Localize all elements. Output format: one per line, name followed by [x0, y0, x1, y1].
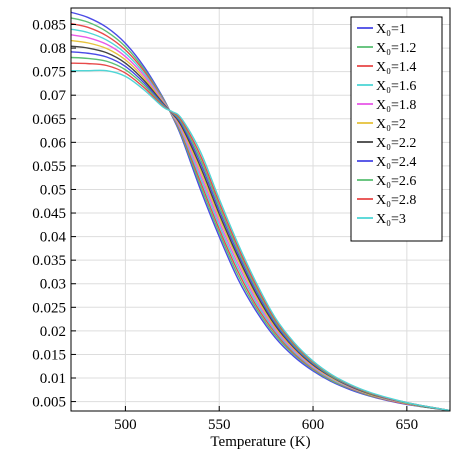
legend-label: X₀=2.4	[376, 155, 416, 170]
y-tick-label: 0.06	[40, 135, 67, 151]
legend-label: X₀=1	[376, 22, 406, 37]
y-tick-label: 0.085	[32, 17, 66, 33]
y-tick-label: 0.055	[32, 159, 66, 175]
y-tick-label: 0.01	[40, 371, 66, 387]
legend-label: X₀=1.2	[376, 41, 416, 56]
y-tick-label: 0.065	[32, 112, 66, 128]
y-tick-label: 0.07	[40, 88, 67, 104]
legend-label: X₀=2.2	[376, 136, 416, 151]
y-tick-label: 0.005	[32, 395, 66, 411]
series-lines	[70, 11, 451, 412]
y-tick-label: 0.04	[40, 230, 67, 246]
y-tick-label: 0.045	[32, 206, 66, 222]
legend-box	[350, 16, 443, 242]
y-tick-label: 0.015	[32, 347, 66, 363]
legend-label: X₀=1.8	[376, 98, 416, 113]
y-tick-label: 0.08	[40, 41, 66, 57]
legend-label: X₀=3	[376, 212, 406, 227]
x-tick-label: 650	[396, 417, 419, 433]
legend: X₀=1 X₀=1.2 X₀=1.4 X₀=1.6 X₀=1.8 X₀=2 X₀=2.2 X₀…	[350, 16, 443, 242]
y-tick-label: 0.02	[40, 324, 66, 340]
y-tick-label: 0.05	[40, 182, 66, 198]
legend-label: X₀=2	[376, 117, 406, 132]
x-tick-label: 500	[114, 417, 137, 433]
y-tick-label: 0.025	[32, 300, 66, 316]
x-tick-label: 600	[302, 417, 325, 433]
x-axis-ticks: 500 550 600 650	[114, 406, 418, 433]
legend-label: X₀=1.4	[376, 60, 416, 75]
legend-label: X₀=2.8	[376, 193, 416, 208]
legend-label: X₀=1.6	[376, 79, 416, 94]
legend-label: X₀=2.6	[376, 174, 416, 189]
y-axis-ticks: 0.005 0.01 0.015 0.02 0.025 0.03 0.035 0.04 0.04…	[32, 17, 76, 411]
x-tick-label: 550	[208, 417, 231, 433]
series-line-11	[71, 69, 451, 412]
plot-frame	[70, 7, 451, 412]
y-tick-label: 0.075	[32, 65, 66, 81]
y-tick-label: 0.035	[32, 253, 66, 269]
y-tick-label: 0.03	[40, 277, 66, 293]
x-axis-title: Temperature (K)	[210, 434, 310, 450]
